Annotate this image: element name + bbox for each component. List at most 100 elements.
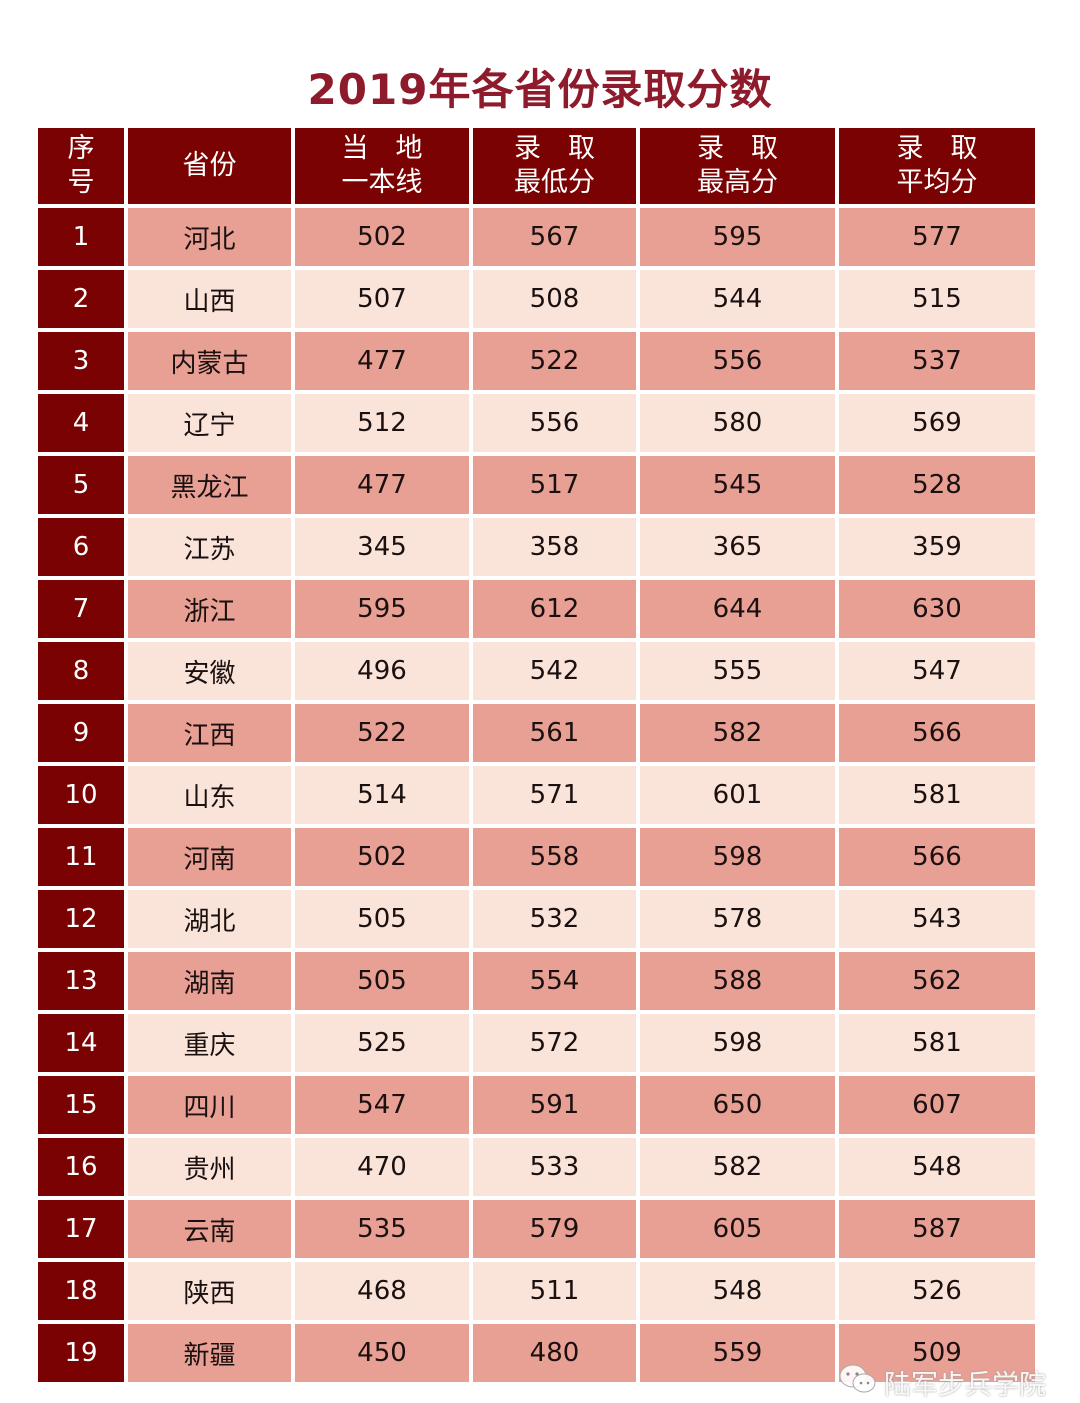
cell-province: 云南: [128, 1200, 291, 1258]
cell-index: 12: [38, 890, 124, 948]
cell-max-score: 556: [640, 332, 835, 390]
cell-province: 内蒙古: [128, 332, 291, 390]
cell-local-first-tier-line: 512: [295, 394, 469, 452]
wechat-icon: [838, 1362, 878, 1403]
cell-local-first-tier-line: 450: [295, 1324, 469, 1382]
cell-index: 19: [38, 1324, 124, 1382]
cell-province: 湖北: [128, 890, 291, 948]
cell-local-first-tier-line: 522: [295, 704, 469, 762]
cell-index: 1: [38, 208, 124, 266]
cell-min-score: 522: [473, 332, 636, 390]
cell-min-score: 561: [473, 704, 636, 762]
cell-avg-score: 526: [839, 1262, 1035, 1320]
cell-min-score: 533: [473, 1138, 636, 1196]
cell-province: 湖南: [128, 952, 291, 1010]
cell-avg-score: 515: [839, 270, 1035, 328]
cell-max-score: 578: [640, 890, 835, 948]
cell-min-score: 532: [473, 890, 636, 948]
cell-province: 四川: [128, 1076, 291, 1134]
cell-province: 江西: [128, 704, 291, 762]
cell-local-first-tier-line: 502: [295, 208, 469, 266]
cell-province: 黑龙江: [128, 456, 291, 514]
cell-max-score: 559: [640, 1324, 835, 1382]
cell-local-first-tier-line: 496: [295, 642, 469, 700]
cell-max-score: 548: [640, 1262, 835, 1320]
cell-avg-score: 566: [839, 704, 1035, 762]
cell-min-score: 358: [473, 518, 636, 576]
cell-avg-score: 528: [839, 456, 1035, 514]
cell-max-score: 555: [640, 642, 835, 700]
cell-max-score: 580: [640, 394, 835, 452]
cell-local-first-tier-line: 502: [295, 828, 469, 886]
cell-index: 7: [38, 580, 124, 638]
cell-avg-score: 537: [839, 332, 1035, 390]
cell-index: 8: [38, 642, 124, 700]
cell-avg-score: 562: [839, 952, 1035, 1010]
cell-province: 江苏: [128, 518, 291, 576]
cell-local-first-tier-line: 525: [295, 1014, 469, 1072]
cell-local-first-tier-line: 477: [295, 332, 469, 390]
cell-index: 4: [38, 394, 124, 452]
cell-min-score: 554: [473, 952, 636, 1010]
cell-avg-score: 547: [839, 642, 1035, 700]
cell-local-first-tier-line: 505: [295, 952, 469, 1010]
cell-avg-score: 587: [839, 1200, 1035, 1258]
cell-avg-score: 566: [839, 828, 1035, 886]
cell-index: 9: [38, 704, 124, 762]
cell-max-score: 545: [640, 456, 835, 514]
cell-index: 17: [38, 1200, 124, 1258]
cell-local-first-tier-line: 468: [295, 1262, 469, 1320]
cell-province: 山西: [128, 270, 291, 328]
cell-index: 11: [38, 828, 124, 886]
cell-province: 河南: [128, 828, 291, 886]
cell-min-score: 542: [473, 642, 636, 700]
watermark: 陆军步兵学院: [838, 1362, 1046, 1403]
cell-avg-score: 543: [839, 890, 1035, 948]
header-index: 序 号: [38, 128, 124, 204]
cell-min-score: 571: [473, 766, 636, 824]
header-avg-score: 录 取 平均分: [839, 128, 1035, 204]
cell-province: 山东: [128, 766, 291, 824]
cell-province: 浙江: [128, 580, 291, 638]
header-min-score: 录 取 最低分: [473, 128, 636, 204]
cell-province: 新疆: [128, 1324, 291, 1382]
cell-max-score: 582: [640, 1138, 835, 1196]
cell-index: 13: [38, 952, 124, 1010]
cell-max-score: 544: [640, 270, 835, 328]
cell-index: 16: [38, 1138, 124, 1196]
cell-max-score: 365: [640, 518, 835, 576]
cell-local-first-tier-line: 505: [295, 890, 469, 948]
cell-max-score: 605: [640, 1200, 835, 1258]
cell-avg-score: 607: [839, 1076, 1035, 1134]
header-local-first-tier-line: 当 地 一本线: [295, 128, 469, 204]
cell-local-first-tier-line: 507: [295, 270, 469, 328]
cell-min-score: 511: [473, 1262, 636, 1320]
cell-province: 重庆: [128, 1014, 291, 1072]
cell-local-first-tier-line: 595: [295, 580, 469, 638]
cell-avg-score: 548: [839, 1138, 1035, 1196]
cell-province: 河北: [128, 208, 291, 266]
cell-max-score: 598: [640, 828, 835, 886]
cell-max-score: 644: [640, 580, 835, 638]
cell-avg-score: 569: [839, 394, 1035, 452]
cell-min-score: 556: [473, 394, 636, 452]
cell-province: 陕西: [128, 1262, 291, 1320]
cell-avg-score: 577: [839, 208, 1035, 266]
watermark-text: 陆军步兵学院: [884, 1370, 1046, 1401]
page-title: 2019年各省份录取分数: [307, 65, 773, 114]
cell-max-score: 582: [640, 704, 835, 762]
cell-avg-score: 581: [839, 1014, 1035, 1072]
cell-local-first-tier-line: 547: [295, 1076, 469, 1134]
cell-local-first-tier-line: 470: [295, 1138, 469, 1196]
cell-index: 6: [38, 518, 124, 576]
cell-avg-score: 630: [839, 580, 1035, 638]
cell-min-score: 579: [473, 1200, 636, 1258]
header-max-score: 录 取 最高分: [640, 128, 835, 204]
cell-max-score: 601: [640, 766, 835, 824]
cell-avg-score: 581: [839, 766, 1035, 824]
cell-max-score: 650: [640, 1076, 835, 1134]
cell-max-score: 588: [640, 952, 835, 1010]
cell-min-score: 567: [473, 208, 636, 266]
score-table: 序 号省份当 地 一本线录 取 最低分录 取 最高分录 取 平均分 1 河北 502 5…: [38, 128, 1035, 1382]
cell-min-score: 508: [473, 270, 636, 328]
